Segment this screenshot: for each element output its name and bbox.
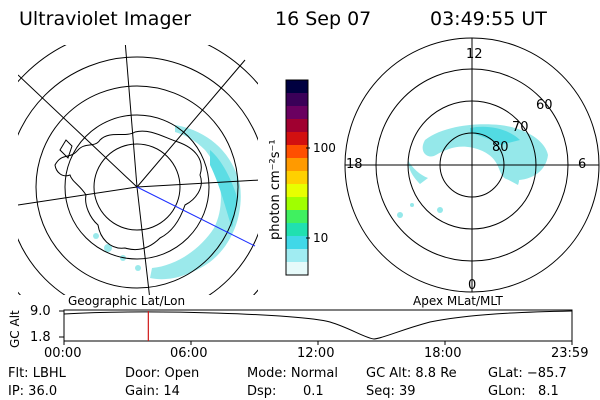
image-date: 16 Sep 07 (275, 8, 372, 30)
colorbar-segment (286, 171, 308, 185)
seq-status: Seq: 39 (366, 384, 416, 399)
glon-status: GLon: 8.1 (488, 384, 559, 399)
colorbar-segment (286, 184, 308, 198)
dsp-value: 0.1 (303, 384, 324, 399)
altitude-min-label: 1.8 (30, 330, 51, 345)
colorbar-segment (286, 93, 308, 107)
time-tick-1200: 12:00 (297, 346, 335, 361)
colorbar-segment (286, 262, 308, 276)
mlt-label-12: 12 (466, 47, 483, 62)
altitude-max-label: 9.0 (30, 304, 51, 319)
mlat-label-70: 70 (512, 120, 529, 135)
colorbar-segment (286, 119, 308, 133)
sun-direction-line (136, 186, 256, 247)
time-tick-0600: 06:00 (170, 346, 208, 361)
colorbar-segment (286, 236, 308, 250)
aurora-emission-left (93, 125, 241, 280)
geographic-map (18, 45, 258, 295)
mlt-label-0: 0 (468, 278, 477, 293)
colorbar-segment (286, 80, 308, 94)
colorbar-segment (286, 158, 308, 172)
colorbar-tick-10: 10 (313, 231, 329, 245)
time-tick-0000: 00:00 (44, 346, 82, 361)
mode-status: Mode: Normal (247, 366, 338, 381)
gc-alt-status: GC Alt: 8.8 Re (366, 366, 457, 381)
mlt-label-6: 6 (578, 157, 587, 172)
altitude-axis-label: GC Alt (8, 310, 22, 348)
colorbar-segment (286, 197, 308, 211)
instrument-title: Ultraviolet Imager (19, 8, 192, 30)
colorbar-segment (286, 223, 308, 237)
gain-status: Gain: 14 (125, 384, 180, 399)
right-map-caption: Apex MLat/MLT (413, 294, 503, 308)
colorbar-segment (286, 145, 308, 159)
filter-status: Flt: LBHL (8, 366, 66, 381)
altitude-curve (63, 310, 573, 340)
mlt-label-18: 18 (346, 157, 363, 172)
ip-status: IP: 36.0 (8, 384, 58, 399)
dsp-label: Dsp: (247, 384, 277, 399)
mlat-label-80: 80 (492, 140, 509, 155)
door-status: Door: Open (125, 366, 200, 381)
image-time: 03:49:55 UT (430, 8, 547, 30)
colorbar-unit-label: photon cm⁻²s⁻¹ (268, 139, 283, 240)
time-tick-2359: 23:59 (551, 346, 589, 361)
left-map-caption: Geographic Lat/Lon (68, 294, 186, 308)
colorbar (286, 80, 308, 276)
glat-status: GLat: −85.7 (488, 366, 567, 381)
mlat-label-60: 60 (536, 98, 553, 113)
time-tick-1800: 18:00 (424, 346, 462, 361)
altitude-plot (59, 309, 573, 345)
colorbar-segment (286, 132, 308, 146)
colorbar-segment (286, 249, 308, 263)
colorbar-tick-100: 100 (313, 141, 336, 155)
colorbar-segment (286, 106, 308, 120)
colorbar-segment (286, 210, 308, 224)
